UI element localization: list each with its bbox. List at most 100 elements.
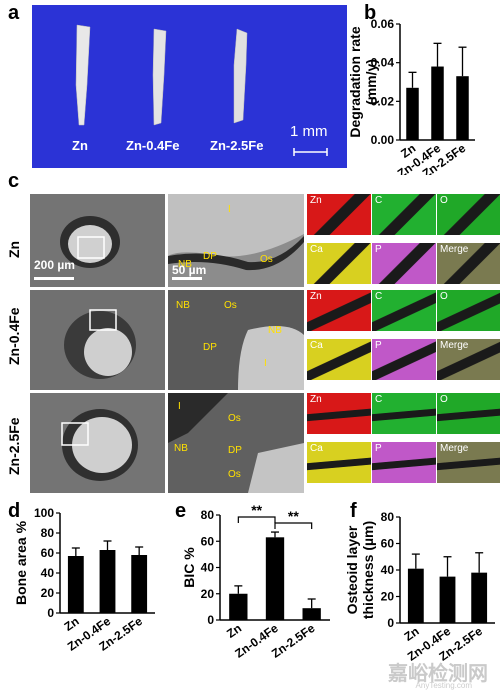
row-label-zn: Zn [6,240,22,258]
panel-label-a: a [8,2,20,24]
y-tick-label: 80 [201,508,215,522]
y-tick-label: 0 [207,613,214,627]
scale-label-50um: 50 µm [172,263,207,277]
y-tick-label: 80 [41,526,55,540]
eds-map-zn: Zn [307,290,371,331]
label-zn-25fe: Zn-2.5Fe [210,138,264,153]
y-tick-label: 0.00 [371,133,395,147]
eds-map-c: C [372,194,436,235]
sem-lowmag-zn: 200 µm [30,194,165,287]
y-tick-label: 40 [381,563,395,577]
y-tick-label: 80 [381,510,395,524]
eds-map-label: Merge [440,340,469,351]
y-tick-label: 20 [201,587,215,601]
significance-bracket [237,516,276,523]
eds-map-label: Ca [310,244,323,255]
x-tick-label: Zn [402,624,422,644]
eds-map-label: Merge [440,244,469,255]
bar-zn-2-5fe [302,608,321,620]
zn-25fe-rod [233,28,248,124]
y-tick-label: 0.06 [371,17,395,31]
panel-label-e: e [175,500,187,522]
eds-map-label: C [375,195,383,206]
eds-map-label: P [375,340,382,351]
zn-rod [75,24,91,126]
scale-bar [34,277,74,280]
row-label-zn-25fe: Zn-2.5Fe [6,417,22,475]
eds-map-merge: Merge [437,243,500,284]
bar-zn-2-5fe [471,572,488,623]
significance-label: ** [288,508,299,524]
y-tick-label: 100 [34,506,54,520]
eds-map-o: O [437,290,500,331]
bar-zn [406,87,419,140]
bar-zn [67,556,84,613]
scale-label-200um: 200 µm [34,258,75,272]
y-tick-label: 0 [387,616,394,630]
eds-map-merge: Merge [437,339,500,380]
eds-map-label: Merge [440,443,469,454]
watermark-sub: AnyTesting.com [415,681,472,690]
x-tick-label: Zn [398,141,418,161]
scale-bar-label: 1 mm [290,123,328,140]
eds-map-merge: Merge [437,442,500,483]
bar-zn-0-4fe [431,66,444,140]
eds-map-label: O [440,291,448,302]
label-zn: Zn [72,138,88,153]
eds-map-label: P [375,443,382,454]
eds-map-zn: Zn [307,194,371,235]
y-tick-label: 0.02 [371,94,395,108]
eds-map-p: P [372,442,436,483]
eds-map-ca: Ca [307,442,371,483]
panel-label-d: d [8,500,21,522]
y-axis-label: Bone area % [13,520,29,605]
y-axis-label: Osteoid layer [345,525,360,614]
eds-map-label: P [375,244,382,255]
y-tick-label: 20 [41,586,55,600]
sem-lowmag-zn04fe [30,290,165,390]
y-axis-label: Degradation rate [347,26,363,137]
eds-map-label: Zn [310,195,322,206]
eds-map-c: C [372,393,436,434]
x-tick-label: Zn [62,614,82,634]
y-tick-label: 20 [381,590,395,604]
roi-box [77,236,105,259]
eds-map-p: P [372,339,436,380]
bar-zn-2-5fe [131,555,148,613]
eds-map-p: P [372,243,436,284]
sem-lowmag-zn25fe [30,393,165,493]
eds-map-ca: Ca [307,339,371,380]
bar-zn-0-4fe [265,537,285,620]
panel-label-c: c [8,170,20,192]
eds-map-label: C [375,291,383,302]
sem-highmag-zn25fe: I Os NB DP Os [168,393,304,493]
significance-bracket [274,522,313,529]
y-tick-label: 60 [381,537,395,551]
y-tick-label: 0 [47,606,54,620]
eds-map-zn: Zn [307,393,371,434]
eds-map-o: O [437,194,500,235]
eds-map-ca: Ca [307,243,371,284]
y-axis-label: (mm/y) [363,59,379,105]
microct-image: Zn Zn-0.4Fe Zn-2.5Fe 1 mm [32,5,347,168]
implant-rods [75,24,328,156]
significance-label: ** [251,502,262,518]
bar-zn-2-5fe [456,76,469,140]
eds-map-label: O [440,195,448,206]
bar-zn [407,568,424,623]
eds-map-label: Zn [310,394,322,405]
y-tick-label: 40 [201,561,215,575]
sem-highmag-zn: I DP NB Os 50 µm [168,194,304,287]
eds-map-c: C [372,290,436,331]
watermark: 嘉峪检测网 [388,663,488,685]
eds-map-label: Ca [310,340,323,351]
y-axis-label: BIC % [181,547,197,588]
eds-map-label: Ca [310,443,323,454]
eds-map-label: C [375,394,383,405]
panel-label-f: f [350,500,357,522]
panel-label-b: b [364,2,377,24]
row-label-zn-04fe: Zn-0.4Fe [6,307,22,365]
sem-highmag-zn04fe: NB Os NB DP I [168,290,304,390]
